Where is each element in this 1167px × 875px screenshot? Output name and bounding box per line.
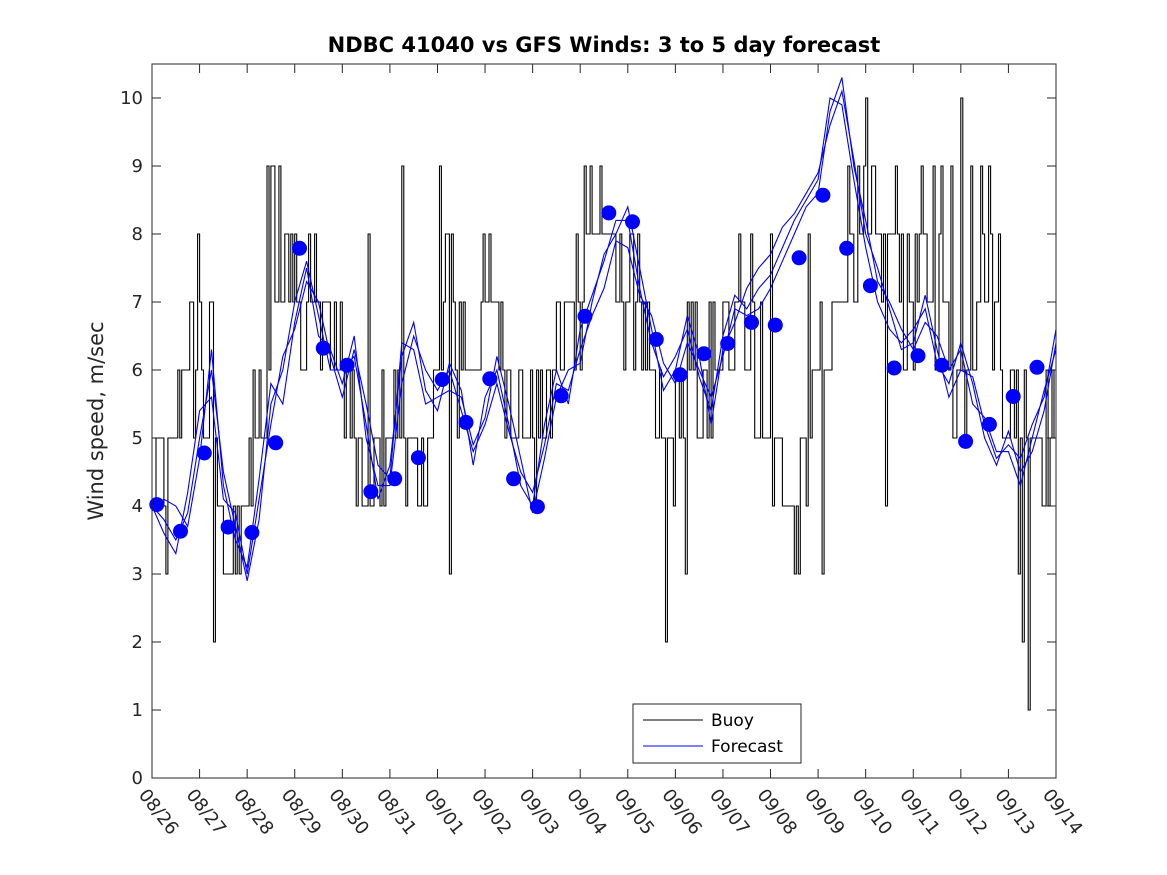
plot-area — [152, 64, 1056, 778]
forecast-marker — [292, 240, 307, 256]
forecast-run-line-3 — [152, 89, 1056, 575]
forecast-marker — [886, 360, 902, 376]
legend-label-forecast: Forecast — [711, 737, 783, 757]
forecast-marker — [815, 187, 831, 203]
y-tick-label: 4 — [132, 496, 143, 517]
y-tick-label: 2 — [132, 632, 143, 653]
legend-box — [632, 703, 802, 764]
forecast-marker — [196, 445, 212, 461]
forecast-marker — [149, 497, 165, 513]
buoy-series-line — [152, 97, 1056, 711]
forecast-marker — [672, 367, 688, 383]
forecast-marker — [720, 336, 736, 351]
forecast-marker — [339, 357, 355, 373]
y-tick-label: 0 — [132, 768, 143, 789]
y-tick-label: 10 — [120, 88, 143, 109]
legend-label-buoy: Buoy — [711, 711, 754, 731]
forecast-markers — [149, 187, 1045, 540]
y-tick-label: 6 — [132, 360, 143, 381]
forecast-marker — [648, 331, 664, 347]
forecast-marker — [601, 205, 617, 221]
forecast-marker — [268, 435, 284, 451]
forecast-marker — [363, 484, 379, 500]
forecast-marker — [839, 240, 855, 256]
forecast-series-lines — [152, 77, 1056, 581]
forecast-marker — [410, 450, 426, 466]
y-tick-label: 9 — [132, 156, 143, 177]
forecast-marker — [173, 523, 188, 539]
forecast-marker — [553, 388, 569, 404]
y-tick-label: 5 — [132, 428, 143, 449]
forecast-marker — [434, 372, 450, 387]
forecast-marker — [482, 371, 498, 387]
forecast-marker — [862, 278, 878, 294]
y-tick-label: 1 — [132, 700, 143, 721]
forecast-marker — [387, 471, 403, 487]
forecast-marker — [767, 317, 783, 333]
y-axis-label: Wind speed, m/sec — [84, 321, 108, 520]
forecast-marker — [506, 471, 522, 487]
forecast-marker — [244, 525, 260, 540]
forecast-marker — [315, 340, 331, 356]
forecast-marker — [934, 357, 950, 373]
forecast-run-line-2 — [152, 97, 1056, 581]
forecast-marker — [791, 250, 807, 266]
forecast-marker — [696, 346, 712, 362]
forecast-marker — [625, 214, 640, 230]
legend: Buoy Forecast — [632, 703, 802, 764]
plot-frame — [151, 63, 1057, 779]
y-tick-label: 8 — [132, 224, 143, 245]
forecast-marker — [744, 314, 759, 330]
forecast-marker — [220, 519, 236, 535]
forecast-marker — [981, 416, 997, 432]
forecast-marker — [577, 308, 593, 324]
forecast-marker — [529, 499, 545, 515]
chart-title: NDBC 41040 vs GFS Winds: 3 to 5 day fore… — [328, 33, 881, 57]
forecast-marker — [458, 414, 474, 430]
y-tick-label: 3 — [132, 564, 143, 585]
forecast-marker — [1029, 359, 1045, 375]
forecast-marker — [910, 348, 926, 364]
forecast-marker — [958, 433, 974, 449]
y-tick-label: 7 — [132, 292, 143, 313]
forecast-run-line-1 — [152, 77, 1056, 570]
forecast-marker — [1005, 389, 1021, 404]
